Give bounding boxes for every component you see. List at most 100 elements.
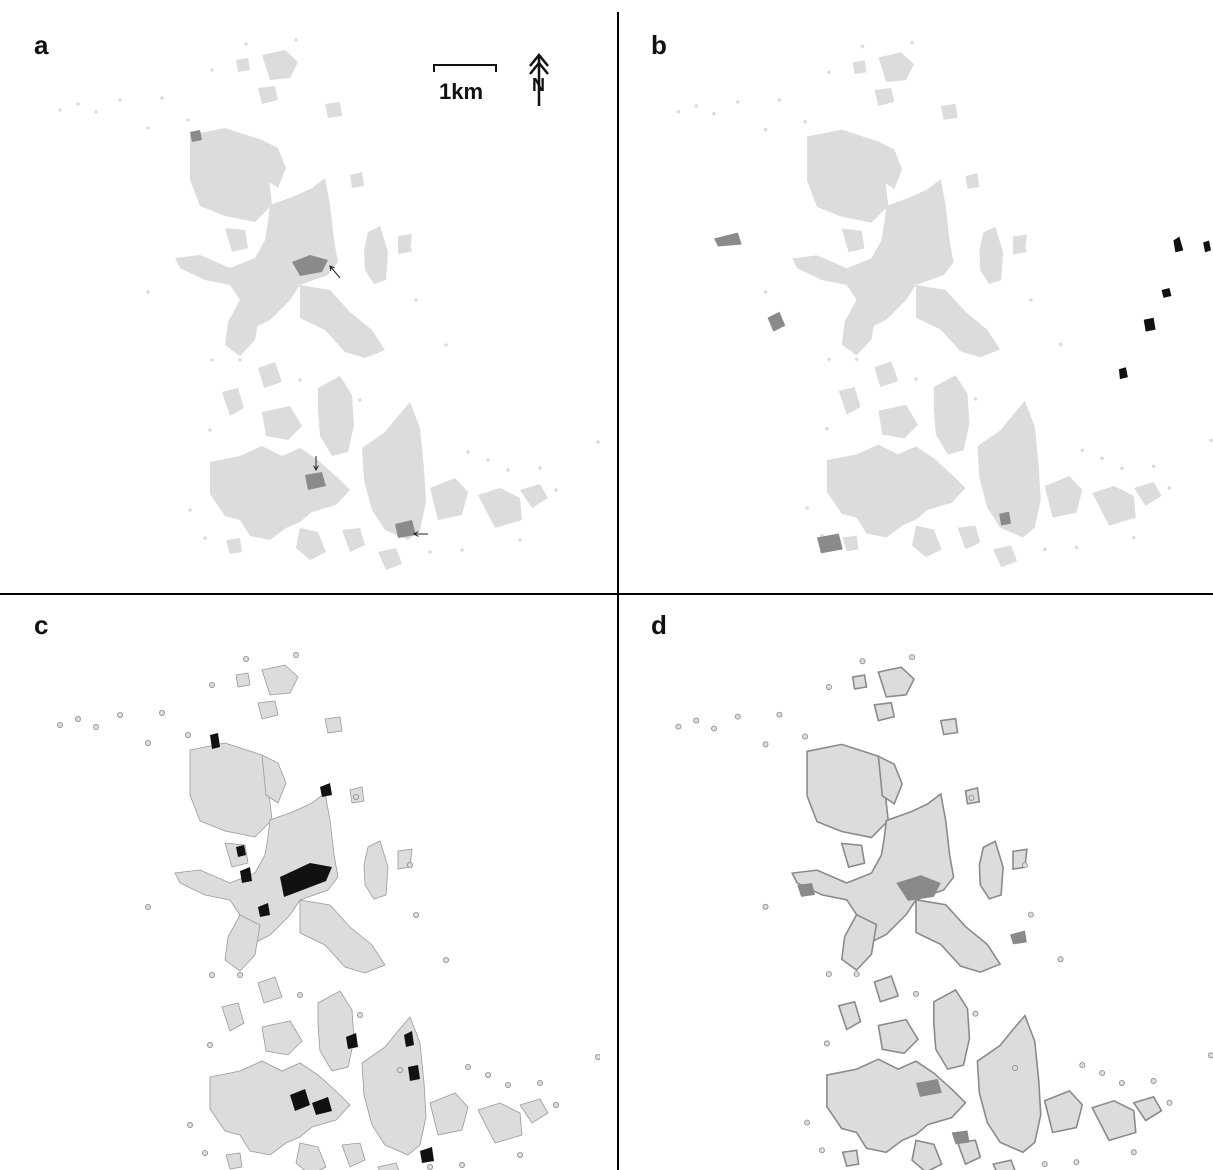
- island-shape: [826, 1058, 967, 1154]
- islet-speck: [398, 453, 402, 457]
- island-shape: [807, 129, 889, 223]
- islet-speck: [825, 684, 832, 690]
- island-shape: [236, 58, 250, 72]
- islet-speck: [1079, 1062, 1086, 1069]
- change-patch-dark: [1203, 240, 1212, 253]
- change-patch-dark: [1173, 236, 1184, 253]
- island-shape: [806, 743, 890, 839]
- islet-speck: [1080, 448, 1085, 453]
- island-shape: [342, 528, 365, 552]
- islet-speck: [676, 110, 681, 114]
- island-shape: [826, 444, 966, 538]
- islet-speck: [1041, 1161, 1048, 1168]
- islet-speck: [736, 100, 740, 104]
- islet-speck: [160, 96, 164, 100]
- island-shape: [295, 1142, 327, 1170]
- island-shape: [378, 548, 402, 570]
- islet-speck: [777, 98, 782, 102]
- islet-speck: [118, 98, 122, 102]
- islet-speck: [1057, 956, 1064, 963]
- islet-speck: [408, 248, 412, 252]
- islet-speck: [762, 903, 769, 910]
- islet-speck: [1151, 464, 1156, 469]
- vertical-divider: [617, 12, 619, 1170]
- islet-speck: [1167, 486, 1172, 490]
- change-patch-medium: [896, 875, 941, 901]
- island-shape: [841, 1149, 860, 1168]
- island-shape: [262, 406, 302, 440]
- island-shape: [873, 975, 900, 1003]
- island-shape: [477, 1102, 523, 1144]
- islet-speck: [763, 127, 768, 132]
- island-shape: [318, 376, 354, 456]
- change-patch-dark: [320, 783, 332, 797]
- island-shape: [939, 717, 959, 736]
- change-patch-medium: [916, 1079, 942, 1097]
- islet-speck: [803, 119, 807, 124]
- islet-speck: [694, 104, 699, 108]
- islet-speck: [859, 658, 866, 665]
- islet-speck: [144, 740, 151, 747]
- island-group: [57, 652, 600, 1170]
- island-shape: [224, 914, 261, 972]
- islet-speck: [296, 991, 303, 998]
- island-shape: [916, 285, 1001, 358]
- north-arrow-label: N: [532, 75, 545, 95]
- scale-bar-tick-right: [495, 64, 497, 72]
- islet-speck: [210, 68, 214, 72]
- island-shape: [324, 716, 343, 734]
- islet-speck: [823, 1040, 830, 1047]
- islet-speck: [210, 358, 214, 362]
- scale-bar-tick-left: [433, 64, 435, 72]
- islet-speck: [427, 1164, 433, 1170]
- islet-speck: [117, 712, 124, 719]
- island-shape: [225, 1152, 243, 1170]
- change-patch-medium: [767, 311, 786, 332]
- islet-speck: [294, 38, 298, 42]
- islet-speck: [242, 656, 249, 663]
- island-shape: [911, 1139, 943, 1170]
- islet-speck: [818, 1147, 825, 1154]
- change-patch-dark: [1118, 367, 1128, 380]
- island-shape: [257, 976, 283, 1004]
- islet-speck: [1013, 451, 1017, 456]
- islet-speck: [910, 40, 914, 45]
- islet-speck: [57, 722, 64, 729]
- islet-speck: [909, 654, 916, 661]
- change-patch-medium: [797, 882, 816, 897]
- change-patch-dark: [240, 867, 252, 883]
- island-shape: [837, 1000, 862, 1031]
- island-shape: [221, 1002, 245, 1032]
- islet-speck: [554, 488, 558, 492]
- islet-speck: [762, 741, 769, 748]
- island-shape: [364, 226, 388, 284]
- island-group: [675, 654, 1213, 1170]
- islet-speck: [1208, 1052, 1213, 1059]
- island-shape: [363, 840, 389, 900]
- islet-speck: [968, 794, 975, 801]
- islet-speck: [538, 466, 542, 470]
- north-arrow-icon: N: [527, 52, 551, 108]
- island-shape: [210, 446, 350, 540]
- island-shape: [430, 478, 468, 520]
- islet-speck: [486, 458, 490, 462]
- islet-speck: [442, 956, 449, 963]
- islet-speck: [517, 1152, 524, 1159]
- islet-speck: [853, 971, 860, 978]
- island-shape: [933, 988, 971, 1071]
- islet-speck: [825, 426, 829, 431]
- islet-speck: [406, 861, 413, 868]
- island-shape: [915, 898, 1002, 973]
- islet-speck: [184, 732, 191, 739]
- island-shape: [519, 1098, 549, 1124]
- islet-speck: [763, 290, 768, 294]
- change-patch-dark: [258, 903, 270, 917]
- change-patch-medium: [714, 232, 742, 247]
- islet-speck: [186, 118, 190, 122]
- islet-speck: [802, 733, 809, 740]
- islet-speck: [58, 108, 62, 112]
- islet-speck: [292, 652, 299, 659]
- panel-label-d: d: [651, 610, 667, 640]
- scale-bar-line: [433, 64, 497, 66]
- islet-speck: [186, 1121, 193, 1128]
